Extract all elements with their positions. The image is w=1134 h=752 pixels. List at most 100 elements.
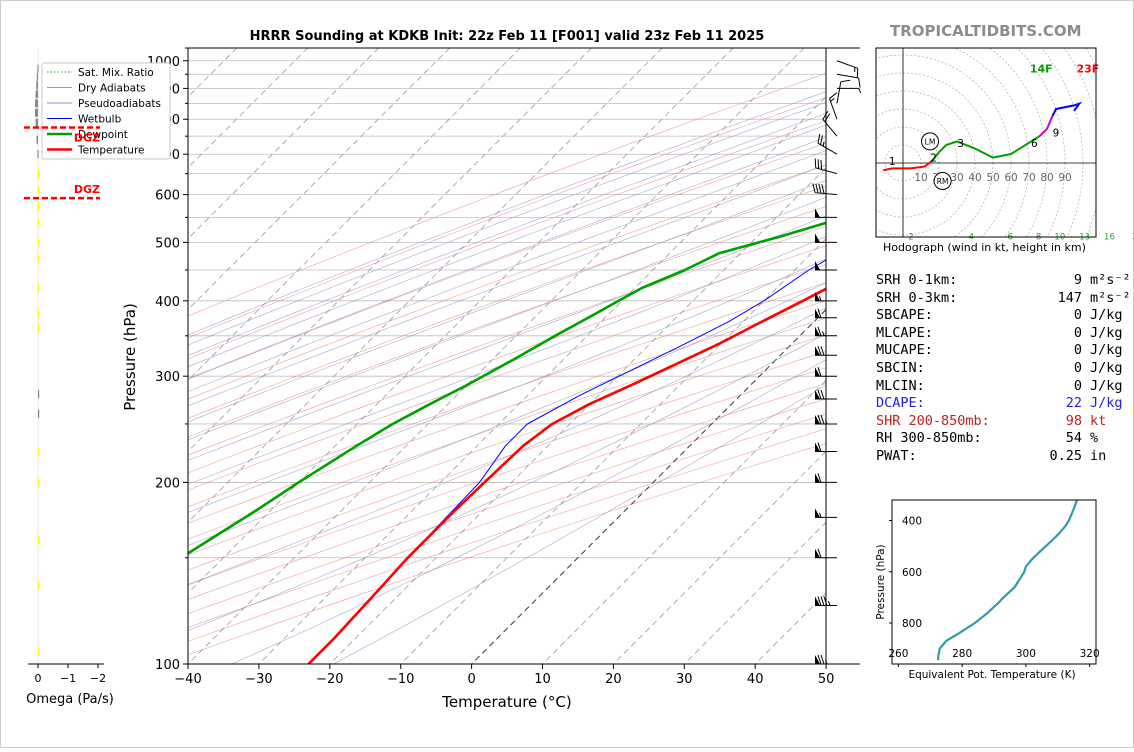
stat-label: RH 300-850mb: (876, 430, 1016, 448)
stat-label: DCAPE: (876, 395, 1016, 413)
omega-bar (37, 136, 39, 144)
omega-bar (38, 255, 39, 263)
hodograph-ring-label: 90 (1058, 172, 1071, 184)
omega-bar (38, 284, 39, 292)
omega-bar (38, 647, 39, 655)
hodograph-height-label: 6 (1031, 138, 1038, 150)
stat-unit: J/kg (1090, 325, 1123, 343)
storm-motion-label: LM (925, 137, 936, 146)
stat-label: MLCAPE: (876, 325, 1016, 343)
y-tick-label: 200 (155, 476, 180, 491)
theta-e-y-tick-label: 800 (902, 618, 922, 630)
x-tick-label: 30 (676, 672, 693, 687)
omega-bar (36, 119, 38, 127)
stat-label: SRH 0-3km: (876, 290, 1016, 308)
x-tick-label: −40 (174, 672, 201, 687)
omega-bar (35, 99, 38, 107)
stat-value: 0 (1016, 325, 1082, 343)
stat-label: SHR 200-850mb: (876, 413, 1016, 431)
omega-tick-label: −1 (60, 672, 76, 685)
stat-unit: m²s⁻² (1090, 290, 1131, 308)
omega-bar (38, 186, 40, 194)
stat-unit: J/kg (1090, 342, 1123, 360)
storm-motion-label: RM (937, 177, 949, 186)
y-tick-label: 500 (155, 236, 180, 251)
x-tick-label: −20 (316, 672, 343, 687)
x-tick-label: 10 (534, 672, 551, 687)
hodograph-ring-label: 70 (1022, 172, 1035, 184)
hodograph-height-label: 2 (930, 153, 937, 165)
stat-unit: m²s⁻² (1090, 272, 1131, 290)
omega-bar (38, 537, 39, 545)
y-tick-label: 400 (155, 295, 180, 310)
stat-value: 0 (1016, 342, 1082, 360)
stat-value: 22 (1016, 395, 1082, 413)
theta-e-x-tick-label: 300 (1016, 648, 1036, 660)
stat-label: PWAT: (876, 448, 1016, 466)
stat-value: 147 (1016, 290, 1082, 308)
theta-e-y-label: Pressure (hPa) (875, 544, 887, 619)
y-tick-label: 600 (155, 189, 180, 204)
stat-unit: in (1090, 448, 1106, 466)
stat-value: 0 (1016, 307, 1082, 325)
omega-bar (38, 390, 39, 398)
hodograph-ring-label: 40 (968, 172, 981, 184)
stat-label: MLCIN: (876, 378, 1016, 396)
dgz-label: DGZ (74, 132, 100, 145)
y-tick-label: 300 (155, 370, 180, 385)
omega-tick-label: 0 (35, 672, 42, 685)
omega-bar (36, 90, 38, 98)
dgz-label: DGZ (74, 183, 100, 196)
hodograph-height-label: 1 (889, 156, 896, 168)
legend-label: Dry Adiabats (78, 83, 146, 95)
stat-row: SRH 0-3km:147 m²s⁻² (876, 290, 1131, 308)
stat-unit: J/kg (1090, 360, 1123, 378)
hodograph-ring-label: 30 (950, 172, 963, 184)
omega-bar (38, 218, 39, 226)
hodograph-ring-label: 50 (986, 172, 999, 184)
hodograph-height-label: 3 (957, 138, 964, 150)
omega-bar (38, 324, 39, 332)
hodograph-caption: Hodograph (wind in kt, height in km) (883, 241, 1086, 254)
x-tick-label: −10 (387, 672, 414, 687)
stat-row: RH 300-850mb:54% (876, 430, 1131, 448)
legend-label: Wetbulb (78, 114, 122, 126)
omega-bar (37, 65, 38, 73)
omega-bar (37, 73, 38, 81)
stat-value: 0 (1016, 378, 1082, 396)
theta-e-x-label: Equivalent Pot. Temperature (K) (908, 669, 1075, 681)
theta-e-x-tick-label: 320 (1080, 648, 1100, 660)
omega-bar (38, 202, 40, 210)
hodograph-height-label: 9 (1053, 127, 1060, 139)
omega-bar (38, 581, 40, 589)
omega-bar (38, 448, 39, 456)
x-axis-label: Temperature (°C) (441, 693, 571, 711)
omega-bar (38, 170, 40, 178)
theta-e-y-tick-label: 400 (902, 516, 922, 528)
barb-full (821, 160, 822, 169)
chart-title: HRRR Sounding at KDKB Init: 22z Feb 11 [… (250, 29, 765, 44)
omega-bar (38, 310, 39, 318)
stat-value: 0.25 (1016, 448, 1082, 466)
hodograph-ring-label: 60 (1004, 172, 1017, 184)
omega-tick-label: −2 (90, 672, 106, 685)
omega-bar (36, 81, 38, 89)
brand-logo-text: TROPICALTIDBITS.COM (890, 22, 1082, 40)
barb-full (815, 158, 816, 167)
omega-bar (35, 109, 38, 117)
theta-e-x-tick-label: 280 (952, 648, 972, 660)
legend-label: Sat. Mix. Ratio (78, 67, 154, 79)
mixing-ratio-label: 16 (1104, 232, 1115, 242)
stat-label: SBCIN: (876, 360, 1016, 378)
hodograph-ring-label: 10 (914, 172, 927, 184)
omega-bar (37, 150, 38, 158)
omega-bar (38, 478, 39, 486)
